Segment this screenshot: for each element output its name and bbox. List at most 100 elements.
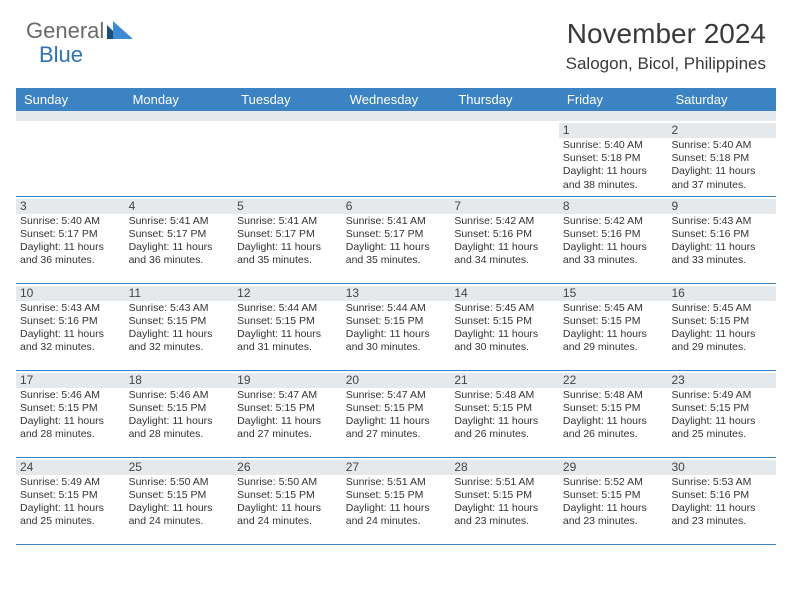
- sunrise-text: Sunrise: 5:46 AM: [129, 389, 230, 402]
- day2-text: and 24 minutes.: [129, 515, 230, 528]
- day1-text: Daylight: 11 hours: [20, 502, 121, 515]
- sunset-text: Sunset: 5:15 PM: [346, 489, 447, 502]
- day-cell: 9Sunrise: 5:43 AMSunset: 5:16 PMDaylight…: [667, 197, 776, 283]
- day-number: 19: [237, 373, 250, 387]
- sunrise-text: Sunrise: 5:53 AM: [671, 476, 772, 489]
- day-number-row: 21: [450, 373, 559, 388]
- day-cell: 13Sunrise: 5:44 AMSunset: 5:15 PMDayligh…: [342, 284, 451, 370]
- sunrise-text: Sunrise: 5:43 AM: [129, 302, 230, 315]
- day1-text: Daylight: 11 hours: [671, 502, 772, 515]
- sunrise-text: Sunrise: 5:48 AM: [563, 389, 664, 402]
- sunset-text: Sunset: 5:18 PM: [671, 152, 772, 165]
- day-number: 5: [237, 199, 244, 213]
- sunrise-text: Sunrise: 5:49 AM: [671, 389, 772, 402]
- sunrise-text: Sunrise: 5:42 AM: [563, 215, 664, 228]
- day-cell: 8Sunrise: 5:42 AMSunset: 5:16 PMDaylight…: [559, 197, 668, 283]
- sunset-text: Sunset: 5:15 PM: [237, 489, 338, 502]
- day-cell: 4Sunrise: 5:41 AMSunset: 5:17 PMDaylight…: [125, 197, 234, 283]
- day-header-row: SundayMondayTuesdayWednesdayThursdayFrid…: [16, 88, 776, 111]
- logo: General Blue: [26, 18, 135, 44]
- day-number-row: 25: [125, 460, 234, 475]
- day2-text: and 29 minutes.: [671, 341, 772, 354]
- day1-text: Daylight: 11 hours: [237, 241, 338, 254]
- sunrise-text: Sunrise: 5:52 AM: [563, 476, 664, 489]
- sunrise-text: Sunrise: 5:40 AM: [20, 215, 121, 228]
- logo-text-gray: General: [26, 18, 104, 44]
- day-cell: 28Sunrise: 5:51 AMSunset: 5:15 PMDayligh…: [450, 458, 559, 544]
- day-number-row: 27: [342, 460, 451, 475]
- day1-text: Daylight: 11 hours: [346, 328, 447, 341]
- day-number-row: 22: [559, 373, 668, 388]
- day-cell: 26Sunrise: 5:50 AMSunset: 5:15 PMDayligh…: [233, 458, 342, 544]
- sunrise-text: Sunrise: 5:40 AM: [671, 139, 772, 152]
- day-cell: 18Sunrise: 5:46 AMSunset: 5:15 PMDayligh…: [125, 371, 234, 457]
- sunrise-text: Sunrise: 5:40 AM: [563, 139, 664, 152]
- day1-text: Daylight: 11 hours: [563, 241, 664, 254]
- week-row: 1Sunrise: 5:40 AMSunset: 5:18 PMDaylight…: [16, 121, 776, 197]
- sunrise-text: Sunrise: 5:45 AM: [454, 302, 555, 315]
- sunrise-text: Sunrise: 5:47 AM: [237, 389, 338, 402]
- day-cell: 20Sunrise: 5:47 AMSunset: 5:15 PMDayligh…: [342, 371, 451, 457]
- day-number-row: 23: [667, 373, 776, 388]
- day-cell: 23Sunrise: 5:49 AMSunset: 5:15 PMDayligh…: [667, 371, 776, 457]
- week-row: 17Sunrise: 5:46 AMSunset: 5:15 PMDayligh…: [16, 371, 776, 458]
- sunset-text: Sunset: 5:15 PM: [20, 489, 121, 502]
- title-block: November 2024 Salogon, Bicol, Philippine…: [566, 18, 766, 74]
- sunrise-text: Sunrise: 5:45 AM: [671, 302, 772, 315]
- day-cell: 14Sunrise: 5:45 AMSunset: 5:15 PMDayligh…: [450, 284, 559, 370]
- day1-text: Daylight: 11 hours: [671, 165, 772, 178]
- sunset-text: Sunset: 5:18 PM: [563, 152, 664, 165]
- week-row: 10Sunrise: 5:43 AMSunset: 5:16 PMDayligh…: [16, 284, 776, 371]
- day1-text: Daylight: 11 hours: [671, 415, 772, 428]
- day-number: 29: [563, 460, 576, 474]
- day-number-row: 16: [667, 286, 776, 301]
- day1-text: Daylight: 11 hours: [563, 502, 664, 515]
- day-number-row: 10: [16, 286, 125, 301]
- day-cell: 19Sunrise: 5:47 AMSunset: 5:15 PMDayligh…: [233, 371, 342, 457]
- header-divider: [16, 111, 776, 121]
- day-number: 21: [454, 373, 467, 387]
- day-number: 1: [563, 123, 570, 137]
- day2-text: and 35 minutes.: [237, 254, 338, 267]
- day-cell: 12Sunrise: 5:44 AMSunset: 5:15 PMDayligh…: [233, 284, 342, 370]
- day-cell: 3Sunrise: 5:40 AMSunset: 5:17 PMDaylight…: [16, 197, 125, 283]
- day-number-row: 7: [450, 199, 559, 214]
- day2-text: and 32 minutes.: [20, 341, 121, 354]
- day-number-row: 5: [233, 199, 342, 214]
- sunset-text: Sunset: 5:15 PM: [563, 315, 664, 328]
- day2-text: and 24 minutes.: [237, 515, 338, 528]
- day1-text: Daylight: 11 hours: [454, 328, 555, 341]
- day-header: Tuesday: [233, 88, 342, 111]
- day-number-row: 2: [667, 123, 776, 138]
- sunset-text: Sunset: 5:15 PM: [671, 315, 772, 328]
- day-number-row: 14: [450, 286, 559, 301]
- day-cell: 11Sunrise: 5:43 AMSunset: 5:15 PMDayligh…: [125, 284, 234, 370]
- day-number: 2: [671, 123, 678, 137]
- sunset-text: Sunset: 5:17 PM: [237, 228, 338, 241]
- day-header: Thursday: [450, 88, 559, 111]
- calendar: SundayMondayTuesdayWednesdayThursdayFrid…: [16, 88, 776, 545]
- logo-triangle-icon: [107, 21, 135, 39]
- day-number-row: 13: [342, 286, 451, 301]
- day2-text: and 28 minutes.: [129, 428, 230, 441]
- day1-text: Daylight: 11 hours: [20, 328, 121, 341]
- day1-text: Daylight: 11 hours: [346, 241, 447, 254]
- day-number-row: 18: [125, 373, 234, 388]
- day-number-row: 6: [342, 199, 451, 214]
- day-number: 14: [454, 286, 467, 300]
- sunrise-text: Sunrise: 5:50 AM: [237, 476, 338, 489]
- day-cell: 2 Sunrise: 5:40 AMSunset: 5:18 PMDaylight…: [667, 121, 776, 196]
- sunrise-text: Sunrise: 5:46 AM: [20, 389, 121, 402]
- day-number: 3: [20, 199, 27, 213]
- sunset-text: Sunset: 5:16 PM: [671, 228, 772, 241]
- sunset-text: Sunset: 5:15 PM: [346, 402, 447, 415]
- sunrise-text: Sunrise: 5:50 AM: [129, 476, 230, 489]
- day-number: 27: [346, 460, 359, 474]
- day-number: 25: [129, 460, 142, 474]
- day1-text: Daylight: 11 hours: [454, 502, 555, 515]
- day-number-row: 4: [125, 199, 234, 214]
- sunrise-text: Sunrise: 5:48 AM: [454, 389, 555, 402]
- day-number: 12: [237, 286, 250, 300]
- day1-text: Daylight: 11 hours: [129, 328, 230, 341]
- day-number-row: 30: [667, 460, 776, 475]
